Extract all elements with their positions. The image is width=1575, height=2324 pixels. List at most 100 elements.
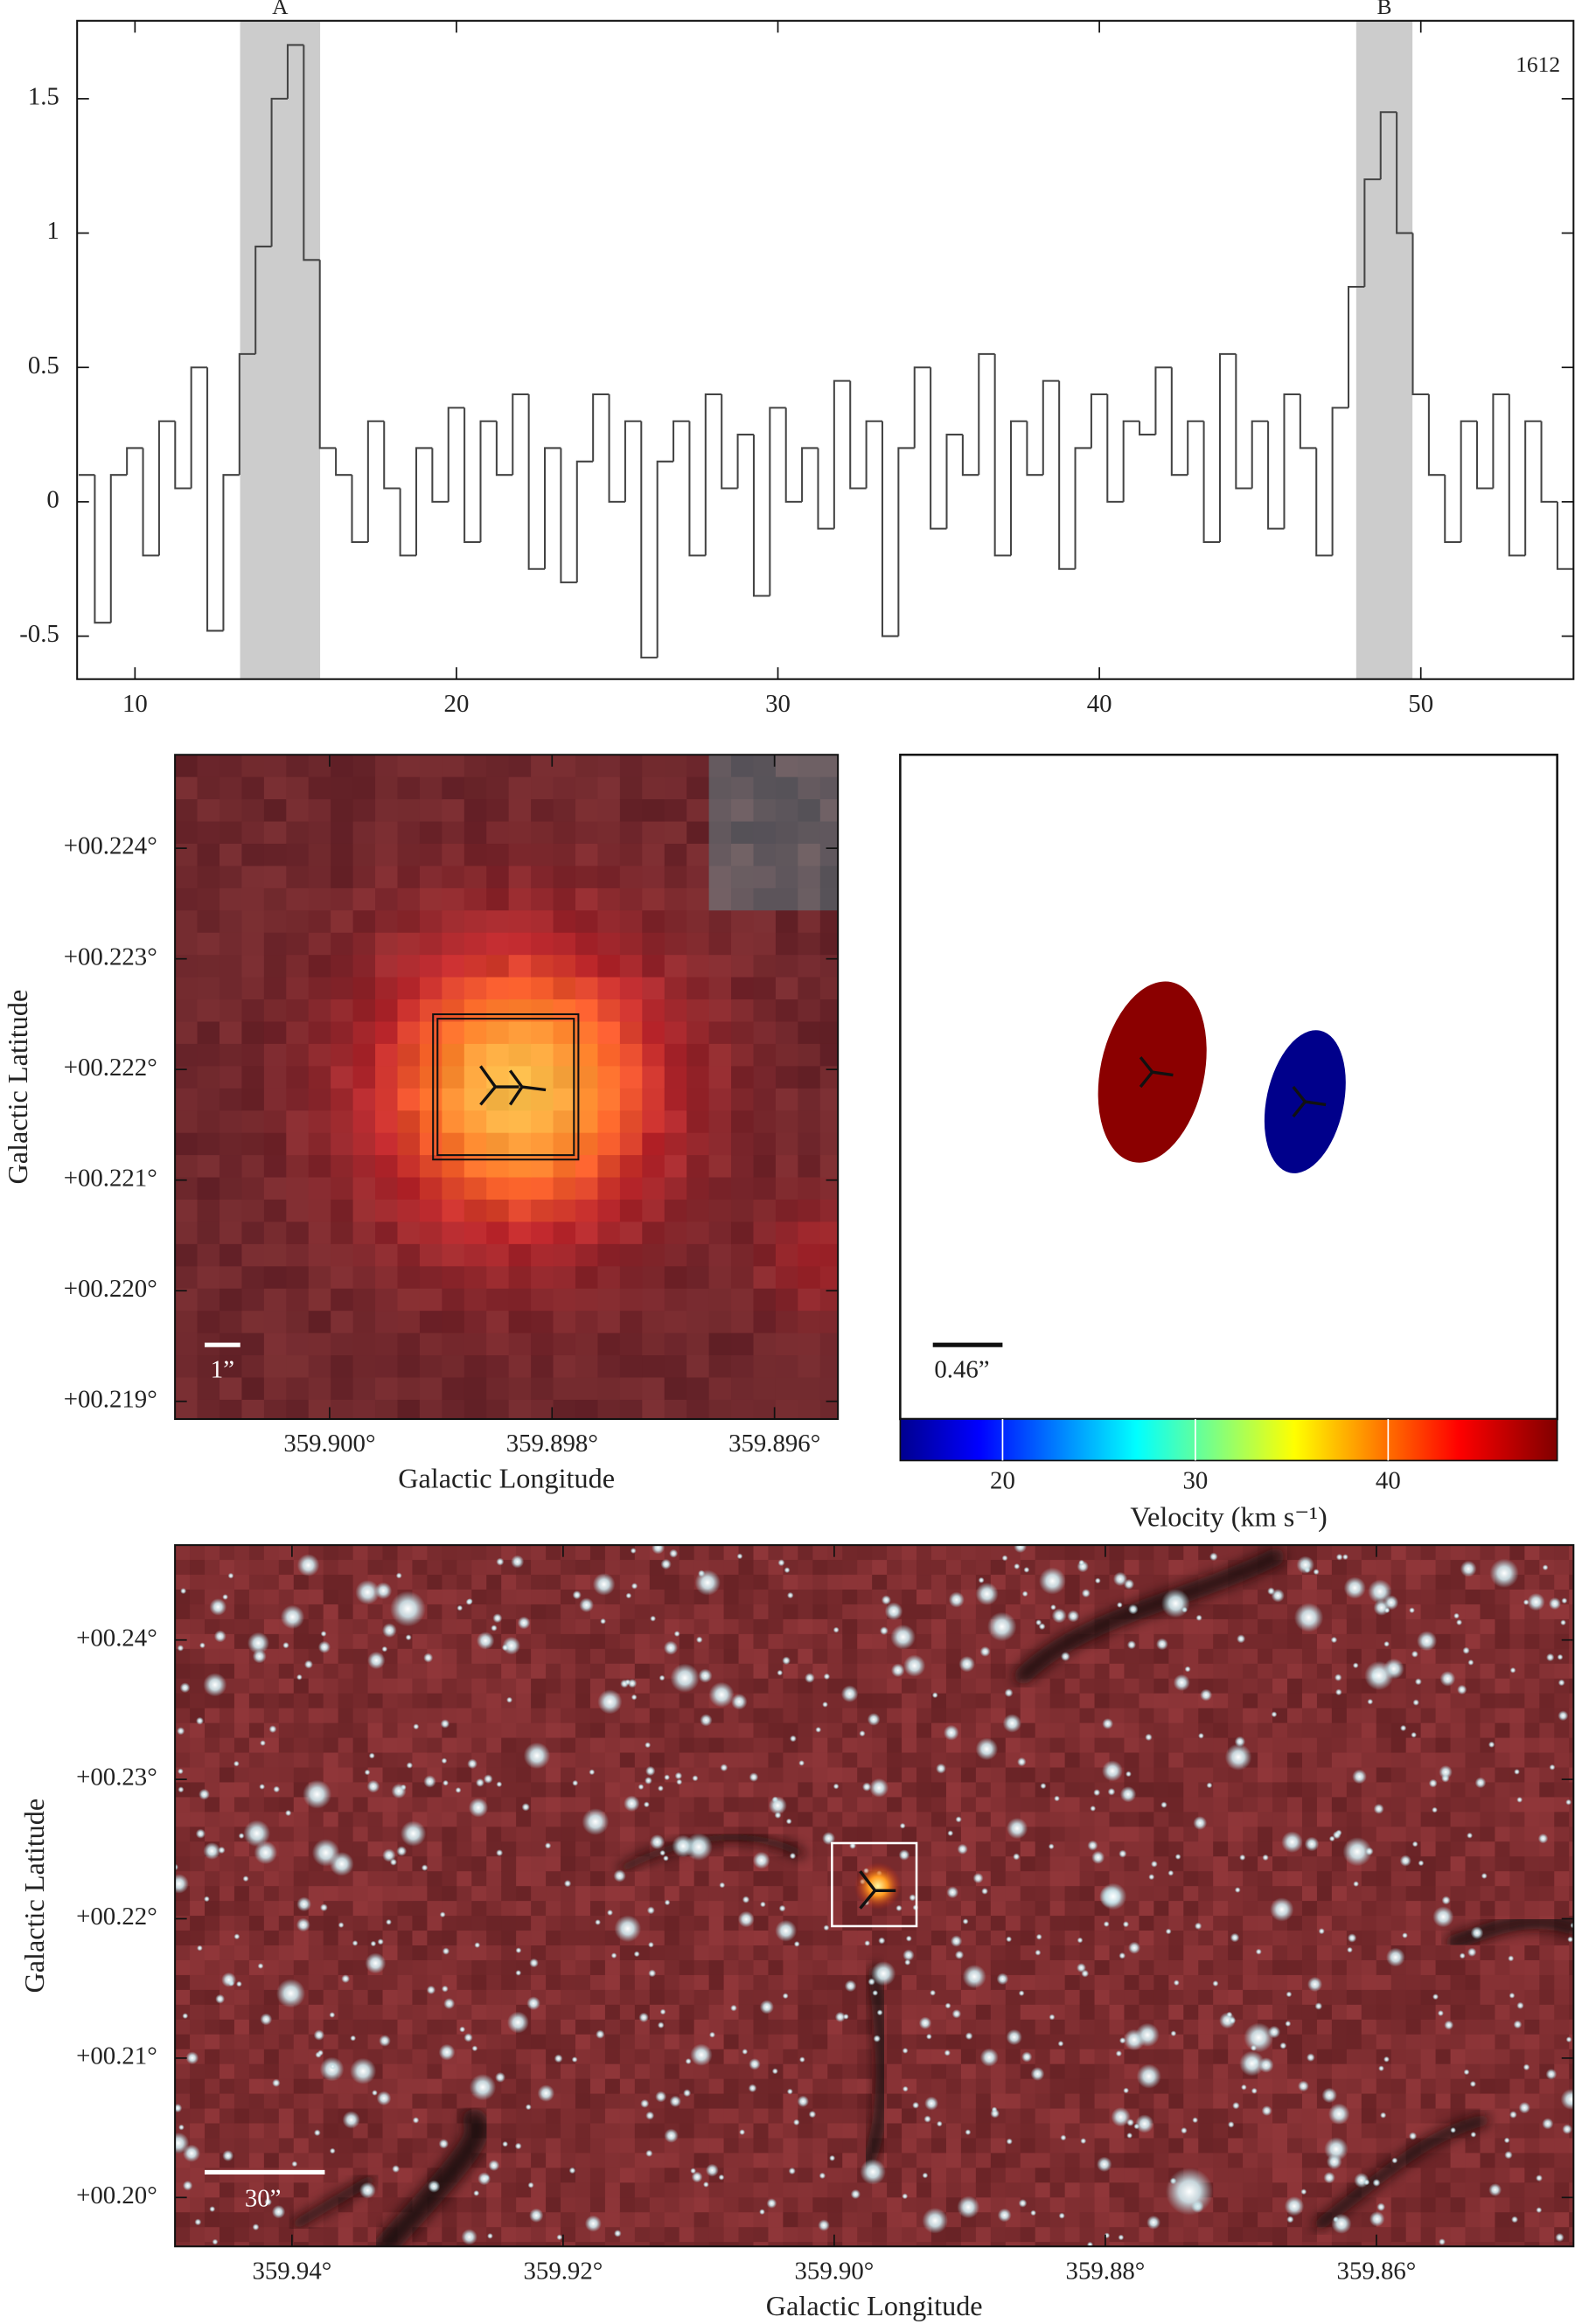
image-pixel <box>575 887 599 912</box>
image-pixel <box>1094 1648 1111 1665</box>
spectrum-channel <box>447 407 465 502</box>
image-pixel <box>887 2093 902 2110</box>
image-pixel <box>263 2227 280 2244</box>
image-pixel <box>575 1767 591 1784</box>
image-pixel <box>205 1693 220 1709</box>
image-pixel <box>798 1693 814 1709</box>
image-pixel <box>1124 1989 1140 2006</box>
image-pixel <box>1020 1931 1036 1946</box>
image-pixel <box>604 1633 621 1650</box>
image-pixel <box>575 2004 591 2021</box>
image-pixel <box>1079 2212 1096 2229</box>
image-pixel <box>827 2182 844 2199</box>
image-pixel <box>352 2093 369 2110</box>
image-pixel <box>1316 2182 1333 2199</box>
image-pixel <box>887 1545 902 1561</box>
image-pixel <box>197 1155 220 1179</box>
image-pixel <box>531 1618 547 1635</box>
image-pixel <box>916 2123 932 2140</box>
image-pixel <box>278 2108 295 2125</box>
image-pixel <box>419 776 443 800</box>
image-pixel <box>263 866 288 889</box>
image-pixel <box>798 977 821 1000</box>
image-pixel <box>619 2049 636 2065</box>
image-pixel <box>798 1132 821 1156</box>
image-pixel <box>561 1633 576 1650</box>
image-pixel <box>412 1901 429 1917</box>
image-pixel <box>375 1088 399 1112</box>
image-pixel <box>308 1693 324 1709</box>
image-pixel <box>975 1560 992 1576</box>
image-pixel <box>1020 2123 1036 2140</box>
image-pixel <box>419 866 443 889</box>
image-pixel <box>887 2138 902 2154</box>
image-pixel <box>427 2004 443 2021</box>
image-pixel <box>248 2138 265 2154</box>
image-pixel <box>175 2167 191 2184</box>
image-pixel <box>1064 2108 1081 2125</box>
image-pixel <box>427 2034 443 2050</box>
image-pixel <box>286 910 310 934</box>
image-pixel <box>486 2212 503 2229</box>
image-pixel <box>233 1959 250 1976</box>
image-pixel <box>1005 1871 1021 1888</box>
image-pixel <box>1198 1856 1215 1873</box>
image-pixel <box>753 1663 770 1680</box>
image-pixel <box>508 1155 532 1179</box>
image-pixel <box>442 1618 458 1635</box>
image-pixel <box>419 843 443 867</box>
image-pixel <box>175 1243 199 1268</box>
image-pixel <box>575 2078 591 2095</box>
image-pixel <box>930 1782 947 1799</box>
image-pixel <box>1243 2242 1258 2247</box>
image-pixel <box>679 2093 695 2110</box>
image-pixel <box>1168 2004 1185 2021</box>
image-pixel <box>561 1974 576 1991</box>
image-pixel <box>775 1243 799 1268</box>
zoom-frame: 359.900° 359.898° 359.896°+00.219°+00.220°… <box>2 754 840 1494</box>
image-pixel <box>708 1916 725 1931</box>
image-pixel <box>708 2242 725 2247</box>
image-pixel <box>546 1590 561 1605</box>
image-pixel <box>604 1959 621 1976</box>
image-pixel <box>531 2138 547 2154</box>
image-pixel <box>589 1633 606 1650</box>
image-pixel <box>1049 2138 1066 2154</box>
image-pixel <box>175 1377 199 1401</box>
image-pixel <box>753 887 777 912</box>
image-pixel <box>1064 1945 1081 1961</box>
image-pixel <box>1287 1590 1303 1605</box>
image-pixel <box>1168 1722 1185 1739</box>
image-pixel <box>367 1974 384 1991</box>
image-pixel <box>1049 2167 1066 2184</box>
image-pixel <box>902 1708 917 1724</box>
image-pixel <box>664 1590 680 1605</box>
image-pixel <box>753 821 777 845</box>
image-pixel <box>990 1560 1007 1576</box>
image-pixel <box>679 1871 695 1888</box>
image-pixel <box>1153 1856 1170 1873</box>
image-pixel <box>723 1767 740 1784</box>
image-pixel <box>382 1678 399 1694</box>
image-pixel <box>463 1355 488 1379</box>
spectrum-channel <box>1139 421 1156 436</box>
image-pixel <box>753 1288 777 1312</box>
image-pixel <box>367 1693 384 1709</box>
image-pixel <box>175 2227 191 2244</box>
image-pixel <box>819 1355 839 1379</box>
image-pixel <box>589 1931 606 1946</box>
image-pixel <box>546 1871 561 1888</box>
image-pixel <box>1213 1812 1230 1828</box>
image-pixel <box>486 2019 503 2035</box>
image-pixel <box>531 1797 547 1813</box>
image-pixel <box>412 2123 429 2140</box>
image-pixel <box>382 1989 399 2006</box>
image-pixel <box>619 932 644 957</box>
image-pixel <box>190 1590 206 1605</box>
image-pixel <box>516 1856 532 1873</box>
image-pixel <box>1361 1826 1377 1843</box>
image-pixel <box>597 999 621 1023</box>
image-pixel <box>768 1886 784 1902</box>
image-pixel <box>589 1663 606 1680</box>
image-pixel <box>723 1575 740 1590</box>
